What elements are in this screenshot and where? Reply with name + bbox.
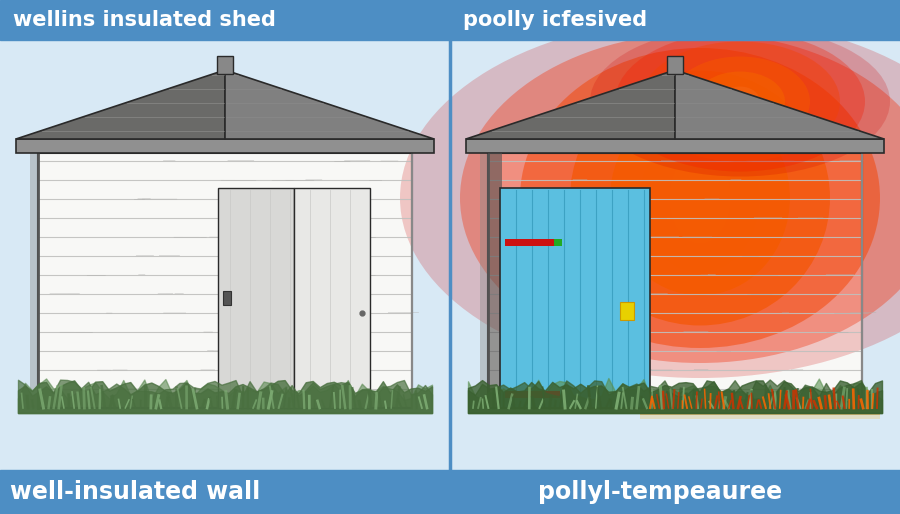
Bar: [0, 40, 450, 470]
Ellipse shape: [400, 18, 900, 378]
Bar: [505, 391, 560, 398]
Ellipse shape: [590, 27, 890, 176]
Bar: [640, 411, 880, 419]
Ellipse shape: [640, 42, 840, 161]
Bar: [505, 239, 560, 246]
Ellipse shape: [670, 153, 730, 243]
Polygon shape: [225, 70, 434, 139]
Bar: [480, 153, 489, 408]
Bar: [294, 188, 370, 408]
Bar: [640, 399, 880, 411]
Bar: [30, 153, 39, 408]
Bar: [38, 153, 412, 408]
Ellipse shape: [610, 101, 790, 296]
Bar: [0, 470, 900, 514]
Bar: [488, 153, 862, 408]
Ellipse shape: [695, 71, 785, 132]
Polygon shape: [466, 70, 675, 139]
Ellipse shape: [615, 31, 865, 172]
Bar: [466, 139, 884, 153]
Bar: [488, 153, 862, 408]
Ellipse shape: [640, 123, 760, 273]
Ellipse shape: [520, 48, 880, 348]
Bar: [488, 153, 502, 408]
Polygon shape: [675, 70, 884, 139]
Bar: [450, 40, 900, 470]
Ellipse shape: [720, 86, 760, 117]
Bar: [16, 139, 434, 153]
Bar: [38, 153, 412, 408]
Bar: [667, 56, 683, 74]
Polygon shape: [16, 70, 225, 139]
Bar: [554, 239, 562, 246]
Text: well-insulated wall: well-insulated wall: [10, 480, 260, 504]
Ellipse shape: [570, 70, 830, 325]
Text: wellins insulated shed: wellins insulated shed: [13, 10, 276, 30]
Ellipse shape: [460, 33, 900, 363]
Text: poolly icfesived: poolly icfesived: [463, 10, 647, 30]
Ellipse shape: [670, 57, 810, 146]
Bar: [500, 188, 650, 408]
Bar: [640, 405, 880, 415]
Bar: [0, 0, 900, 40]
Text: pollyl-tempeauree: pollyl-tempeauree: [538, 480, 782, 504]
Bar: [218, 188, 294, 408]
Bar: [620, 302, 634, 320]
Bar: [217, 56, 233, 74]
Bar: [223, 291, 231, 305]
